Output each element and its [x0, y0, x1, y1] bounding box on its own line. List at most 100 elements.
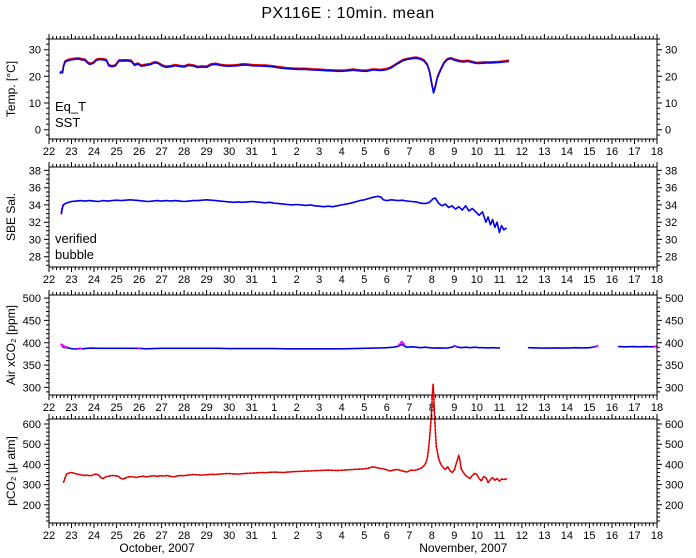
y-tick-label-right: 400 — [665, 338, 683, 350]
y-tick-label-left: 600 — [23, 419, 41, 431]
x-tick-label: 10 — [471, 530, 483, 542]
x-tick-label: 28 — [178, 530, 190, 542]
x-tick-label: 25 — [110, 530, 122, 542]
y-tick-label-right: 0 — [665, 125, 671, 137]
data-point — [79, 347, 82, 350]
series-Air-xCO2-trace — [527, 345, 599, 349]
x-tick-label: 25 — [110, 146, 122, 158]
x-tick-label: 27 — [155, 274, 167, 286]
legend-label-eq_t: Eq_T — [55, 99, 86, 114]
data-point — [63, 345, 66, 348]
series-group-sal — [60, 195, 507, 234]
y-tick-label-left: 0 — [35, 125, 41, 137]
panel-frame-xco2 — [48, 294, 658, 396]
y-tick-label-right: 20 — [665, 71, 677, 83]
y-tick-label-right: 500 — [665, 293, 683, 305]
x-tick-label: 27 — [155, 146, 167, 158]
x-tick-label: 27 — [155, 402, 167, 414]
y-axis-title-xco2: Air xCO₂ [ppm] — [4, 305, 18, 385]
x-tick-label: 14 — [561, 146, 573, 158]
y-tick-label-right: 36 — [665, 183, 677, 195]
x-tick-label: 18 — [651, 402, 663, 414]
x-tick-label: 31 — [246, 530, 258, 542]
series-group-pco2 — [62, 382, 509, 484]
y-tick-label-left: 300 — [23, 480, 41, 492]
x-tick-label: 1 — [271, 274, 277, 286]
x-tick-label: 14 — [561, 274, 573, 286]
legend-label-bubble: bubble — [55, 247, 94, 262]
y-tick-label-right: 350 — [665, 360, 683, 372]
x-tick-label: 9 — [451, 402, 457, 414]
x-tick-label: 26 — [133, 530, 145, 542]
y-tick-label-right: 200 — [665, 500, 683, 512]
x-tick-label: 24 — [88, 146, 100, 158]
x-tick-label: 3 — [316, 146, 322, 158]
x-tick-label: 30 — [223, 146, 235, 158]
x-tick-label: 2 — [294, 274, 300, 286]
x-tick-label: 3 — [316, 402, 322, 414]
x-tick-label: 7 — [406, 146, 412, 158]
x-tick-label: 18 — [651, 146, 663, 158]
x-tick-label: 29 — [200, 146, 212, 158]
panel-frame-sal — [48, 166, 658, 268]
y-tick-label-right: 32 — [665, 217, 677, 229]
x-tick-label: 29 — [200, 530, 212, 542]
x-tick-label: 7 — [406, 274, 412, 286]
x-tick-label: 23 — [65, 530, 77, 542]
y-tick-label-right: 400 — [665, 459, 683, 471]
x-tick-label: 28 — [178, 146, 190, 158]
x-tick-labels-pco2: 22 23 24 25 26 27 28 29 30 31 1 2 3 4 5 6 7 8 9 10 11 12 13 14 1… — [43, 530, 663, 542]
x-tick-label: 22 — [43, 146, 55, 158]
panel-temp: 22 23 24 25 26 27 28 29 30 31 1 2 3 4 5 6 7 8 9 10 11 12 13 14 1… — [4, 34, 677, 158]
x-tick-label: 4 — [339, 530, 345, 542]
x-tick-label: 18 — [651, 274, 663, 286]
y-tick-label-left: 28 — [29, 252, 41, 264]
x-tick-label: 25 — [110, 274, 122, 286]
x-tick-label: 13 — [538, 146, 550, 158]
y-tick-labels-sal: 28 28 30 30 32 32 34 34 36 36 38 38 — [29, 165, 678, 263]
y-axis-title-pco2: pCO₂ [µ atm] — [4, 436, 18, 506]
x-tick-label: 11 — [494, 402, 505, 414]
x-tick-label: 31 — [246, 402, 258, 414]
series-Air-xCO2-trace — [61, 343, 501, 350]
x-tick-label: 6 — [384, 274, 390, 286]
x-tick-label: 11 — [494, 146, 505, 158]
y-tick-label-left: 400 — [23, 459, 41, 471]
x-tick-label: 22 — [43, 402, 55, 414]
panel-pco2: 22 23 24 25 26 27 28 29 30 31 1 2 3 4 5 6 7 8 9 10 11 12 13 14 1… — [4, 382, 683, 542]
series-SST-trace — [59, 57, 510, 94]
y-tick-label-left: 400 — [23, 338, 41, 350]
series-group-temp — [59, 56, 510, 94]
x-tick-label: 12 — [516, 530, 528, 542]
x-tick-labels-temp: 22 23 24 25 26 27 28 29 30 31 1 2 3 4 5 6 7 8 9 10 11 12 13 14 1… — [43, 146, 663, 158]
x-tick-label: 30 — [223, 274, 235, 286]
legend-label-verified: verified — [55, 231, 97, 246]
x-tick-label: 17 — [628, 530, 640, 542]
data-point — [454, 345, 457, 348]
x-tick-label: 27 — [155, 530, 167, 542]
y-tick-label-left: 450 — [23, 315, 41, 327]
x-tick-label: 17 — [628, 402, 640, 414]
series-verified-trace — [60, 195, 507, 234]
axis-ticks-pco2 — [44, 414, 662, 528]
x-tick-label: 1 — [271, 402, 277, 414]
x-tick-label: 16 — [606, 274, 618, 286]
x-tick-label: 12 — [516, 402, 528, 414]
x-tick-label: 1 — [271, 146, 277, 158]
x-tick-label: 5 — [361, 402, 367, 414]
axis-ticks-sal — [44, 162, 662, 272]
chart-title: PX116E : 10min. mean — [261, 5, 435, 22]
data-point — [400, 340, 403, 343]
x-tick-label: 13 — [538, 274, 550, 286]
y-tick-label-left: 34 — [29, 200, 41, 212]
y-tick-labels-xco2: 300 300 350 350 400 400 450 450 500 500 — [23, 293, 684, 394]
axis-ticks-temp — [44, 34, 662, 144]
x-tick-label: 22 — [43, 530, 55, 542]
x-tick-label: 8 — [429, 530, 435, 542]
y-tick-label-right: 300 — [665, 382, 683, 394]
x-tick-label: 6 — [384, 530, 390, 542]
data-point — [596, 344, 599, 347]
x-tick-label: 9 — [451, 530, 457, 542]
x-tick-label: 31 — [246, 146, 258, 158]
